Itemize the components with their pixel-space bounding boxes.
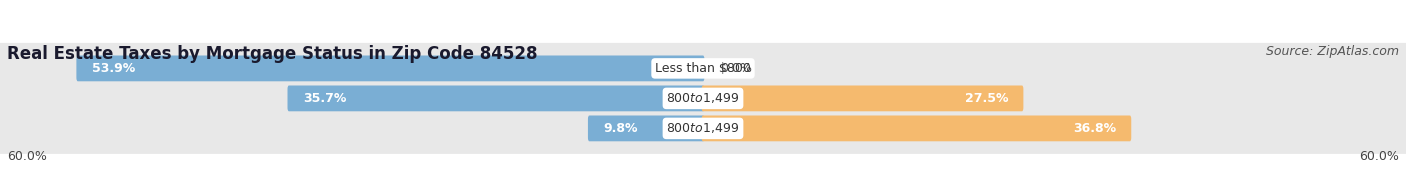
FancyBboxPatch shape [0,103,1406,154]
FancyBboxPatch shape [76,56,704,81]
FancyBboxPatch shape [0,43,1406,94]
FancyBboxPatch shape [287,85,704,111]
FancyBboxPatch shape [702,115,1132,141]
Text: Real Estate Taxes by Mortgage Status in Zip Code 84528: Real Estate Taxes by Mortgage Status in … [7,45,537,63]
Text: Source: ZipAtlas.com: Source: ZipAtlas.com [1265,45,1399,58]
Text: 60.0%: 60.0% [1360,150,1399,163]
Text: 36.8%: 36.8% [1073,122,1116,135]
FancyBboxPatch shape [588,115,704,141]
Text: 9.8%: 9.8% [603,122,638,135]
Text: $800 to $1,499: $800 to $1,499 [666,91,740,105]
Legend: Without Mortgage, With Mortgage: Without Mortgage, With Mortgage [572,191,834,195]
Text: 53.9%: 53.9% [91,62,135,75]
Text: 35.7%: 35.7% [302,92,346,105]
Text: Less than $800: Less than $800 [655,62,751,75]
Text: 27.5%: 27.5% [965,92,1008,105]
Text: 60.0%: 60.0% [7,150,46,163]
Text: $800 to $1,499: $800 to $1,499 [666,121,740,135]
Text: 0.0%: 0.0% [720,62,752,75]
FancyBboxPatch shape [702,85,1024,111]
FancyBboxPatch shape [0,73,1406,124]
